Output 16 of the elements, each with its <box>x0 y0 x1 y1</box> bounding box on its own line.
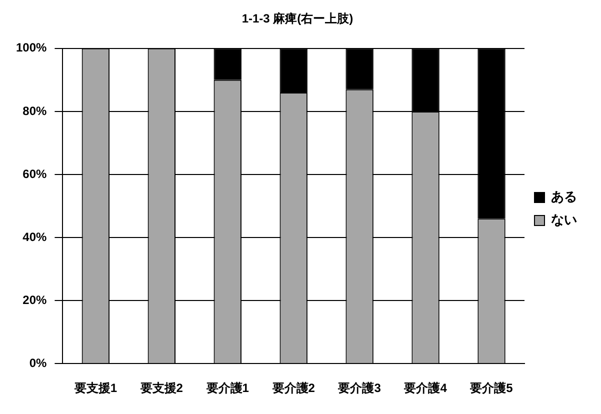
y-tick-label: 100% <box>16 40 48 55</box>
chart-title: 1-1-3 麻痺(右ー上肢) <box>242 12 354 26</box>
x-tick-label: 要介護3 <box>337 381 382 396</box>
legend-label: ある <box>551 189 577 204</box>
y-tick-label: 80% <box>22 104 48 118</box>
y-tick-label: 0% <box>29 356 48 370</box>
legend-label: ない <box>551 212 577 228</box>
x-tick-label: 要介護4 <box>403 381 448 396</box>
x-tick-label: 要支援2 <box>139 381 184 396</box>
y-tick-label: 40% <box>22 230 48 244</box>
x-tick-label: 要支援1 <box>73 381 118 396</box>
y-tick-label: 20% <box>22 292 48 307</box>
y-tick-label: 60% <box>22 166 48 181</box>
x-tick-label: 要介護5 <box>469 381 514 396</box>
x-tick-label: 要介護1 <box>205 381 250 396</box>
x-tick-label: 要介護2 <box>271 381 316 396</box>
